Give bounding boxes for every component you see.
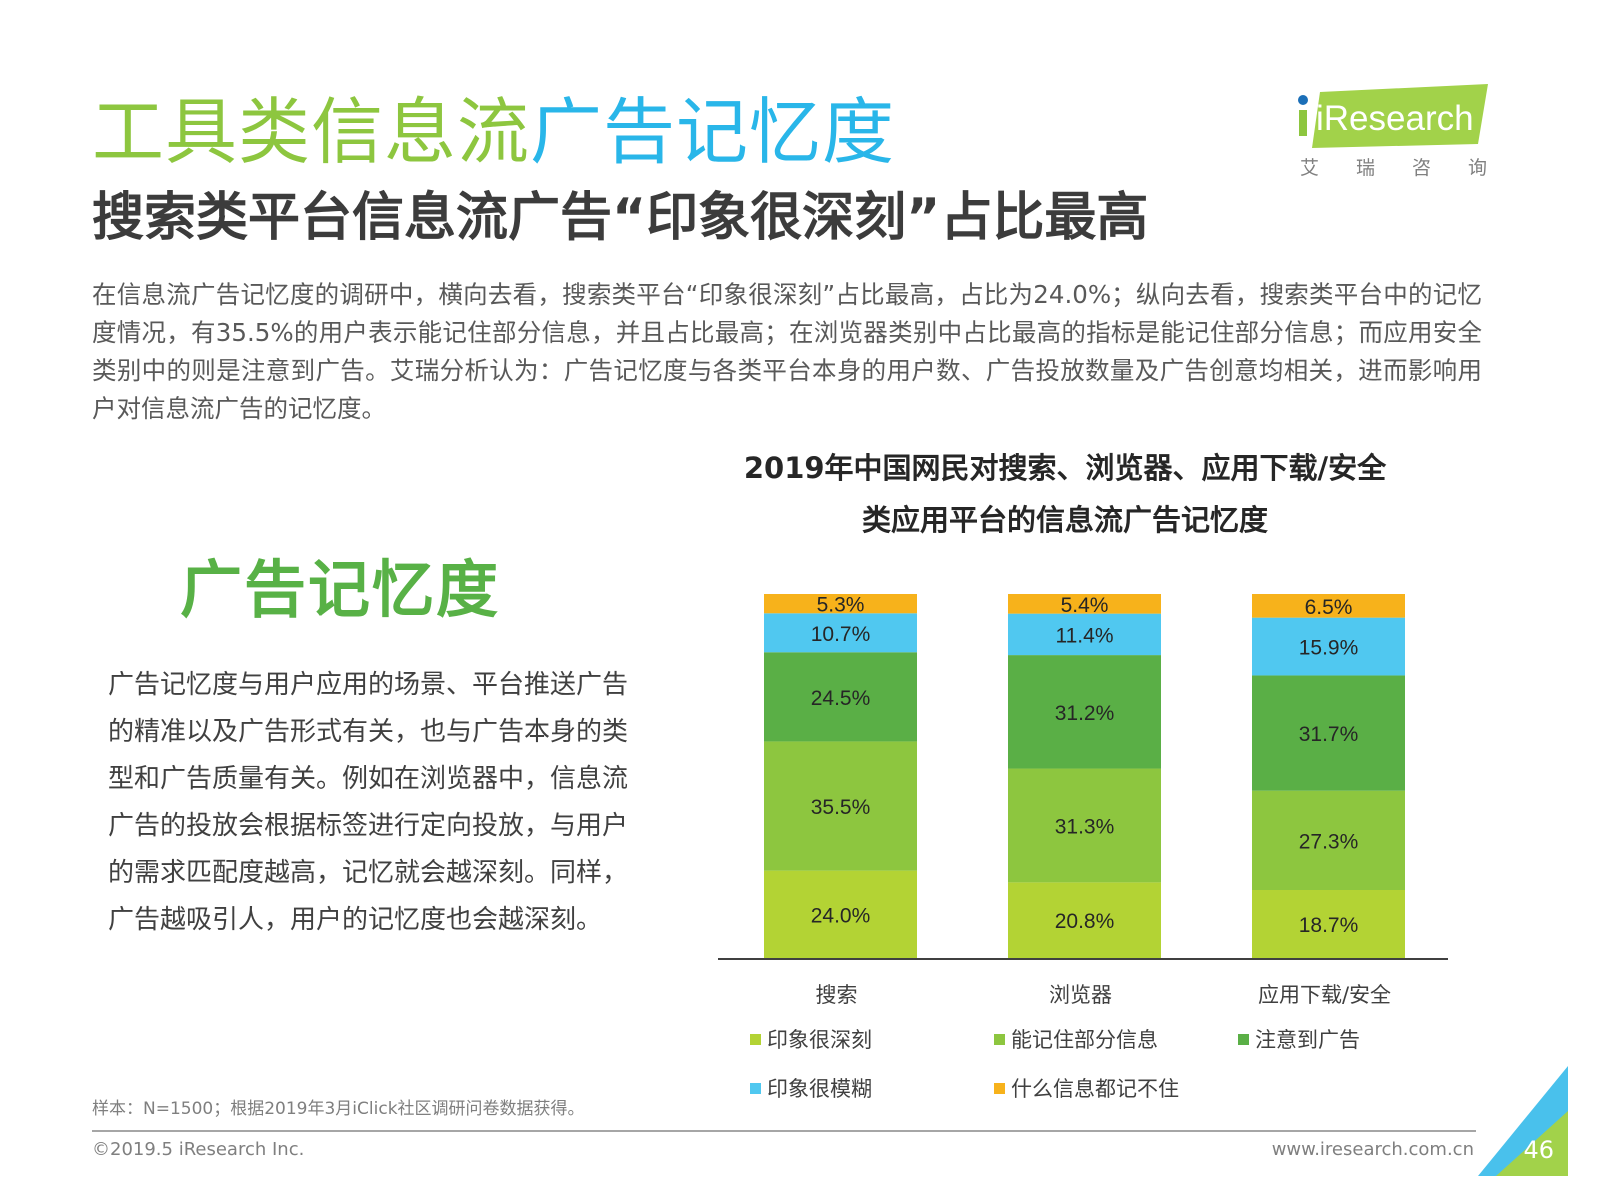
data-label: 11.4% bbox=[1056, 624, 1114, 647]
data-label: 5.3% bbox=[817, 594, 865, 617]
page-subtitle: 搜索类平台信息流广告“印象很深刻”占比最高 bbox=[92, 188, 1149, 248]
legend-item: 什么信息都记不住 bbox=[994, 1073, 1179, 1103]
legend-item: 印象很深刻 bbox=[750, 1024, 872, 1054]
legend-swatch bbox=[750, 1033, 761, 1045]
bar-segment bbox=[1252, 790, 1405, 890]
data-label: 5.4% bbox=[1061, 594, 1109, 617]
logo-cn-char-2: 瑞 bbox=[1356, 157, 1375, 179]
data-label: 31.3% bbox=[1055, 815, 1115, 838]
legend-label: 印象很模糊 bbox=[767, 1077, 872, 1101]
legend-swatch bbox=[994, 1082, 1005, 1094]
title-part-blue: 广告记忆度 bbox=[530, 90, 896, 174]
legend-swatch bbox=[994, 1033, 1005, 1045]
bar-segment bbox=[764, 613, 917, 653]
legend-item: 注意到广告 bbox=[1238, 1024, 1360, 1054]
data-label: 10.7% bbox=[811, 623, 871, 646]
category-label: 浏览器 bbox=[1049, 983, 1112, 1007]
data-label: 31.7% bbox=[1299, 723, 1359, 746]
title-part-green: 工具类信息流 bbox=[92, 90, 531, 174]
side-heading: 广告记忆度 bbox=[180, 553, 501, 626]
page-title: 工具类信息流广告记忆度 bbox=[92, 92, 895, 172]
data-label: 24.5% bbox=[811, 687, 871, 710]
stacked-bar-chart: 24.0% 35.5% 24.5% 10.7% 5.3% 搜索 20.8% 31.3% 31.2… bbox=[718, 594, 1448, 1007]
data-label: 15.9% bbox=[1299, 637, 1359, 660]
legend-label: 印象很深刻 bbox=[767, 1028, 872, 1052]
side-paragraph: 广告记忆度与用户应用的场景、平台推送广告的精准以及广告形式有关，也与广告本身的类… bbox=[108, 670, 629, 935]
data-label: 24.0% bbox=[811, 904, 871, 927]
chart-title-line-2: 类应用平台的信息流广告记忆度 bbox=[861, 503, 1268, 537]
logo-cn-char-4: 询 bbox=[1468, 157, 1487, 179]
legend-label: 什么信息都记不住 bbox=[1011, 1077, 1179, 1101]
footer-copyright: ©2019.5 iResearch Inc. bbox=[92, 1139, 305, 1160]
chart-title: 2019年中国网民对搜索、浏览器、应用下载/安全 类应用平台的信息流广告记忆度 bbox=[700, 442, 1430, 546]
bar-segment bbox=[764, 652, 917, 742]
bar-segment bbox=[1008, 613, 1161, 656]
footer-url: www.iresearch.com.cn bbox=[1271, 1139, 1474, 1160]
chart-title-line-1: 2019年中国网民对搜索、浏览器、应用下载/安全 bbox=[743, 451, 1387, 485]
intro-paragraph: 在信息流广告记忆度的调研中，横向去看，搜索类平台“印象很深刻”占比最高，占比为2… bbox=[92, 280, 1482, 423]
page-corner-decoration bbox=[1478, 1066, 1568, 1176]
legend-item: 能记住部分信息 bbox=[994, 1024, 1158, 1054]
logo-brand-text: iResearch bbox=[1316, 99, 1474, 138]
legend-item: 印象很模糊 bbox=[750, 1073, 872, 1103]
data-label: 27.3% bbox=[1299, 830, 1359, 853]
bar-segment bbox=[1252, 594, 1405, 618]
bar-segment bbox=[764, 870, 917, 958]
category-label: 应用下载/安全 bbox=[1258, 983, 1391, 1007]
legend-swatch bbox=[750, 1082, 761, 1094]
bar-segment bbox=[764, 594, 917, 614]
logo-cn-char-1: 艾 bbox=[1300, 157, 1319, 179]
bar-segment bbox=[1252, 890, 1405, 958]
data-label: 20.8% bbox=[1055, 910, 1115, 933]
bar-segment bbox=[1252, 675, 1405, 791]
sample-note: 样本：N=1500；根据2019年3月iClick社区调研问卷数据获得。 bbox=[92, 1099, 585, 1119]
bar-segment bbox=[1008, 882, 1161, 958]
logo-cn-char-3: 咨 bbox=[1412, 157, 1431, 179]
bar-segment bbox=[1008, 594, 1161, 614]
category-label: 搜索 bbox=[816, 983, 858, 1007]
data-label: 6.5% bbox=[1305, 596, 1353, 619]
data-label: 35.5% bbox=[811, 796, 871, 819]
bar-segment bbox=[1008, 768, 1161, 883]
iresearch-logo: iResearch 艾 瑞 咨 询 bbox=[1298, 84, 1488, 179]
data-label: 18.7% bbox=[1299, 914, 1359, 937]
legend-label: 注意到广告 bbox=[1255, 1028, 1360, 1052]
legend-label: 能记住部分信息 bbox=[1011, 1028, 1158, 1052]
bar-segment bbox=[764, 741, 917, 871]
bar-segment bbox=[1252, 617, 1405, 676]
data-label: 31.2% bbox=[1055, 702, 1115, 725]
legend-swatch bbox=[1238, 1033, 1249, 1045]
footer-divider bbox=[92, 1130, 1476, 1132]
bar-segment bbox=[1008, 655, 1161, 769]
page-number: 46 bbox=[1523, 1136, 1554, 1164]
